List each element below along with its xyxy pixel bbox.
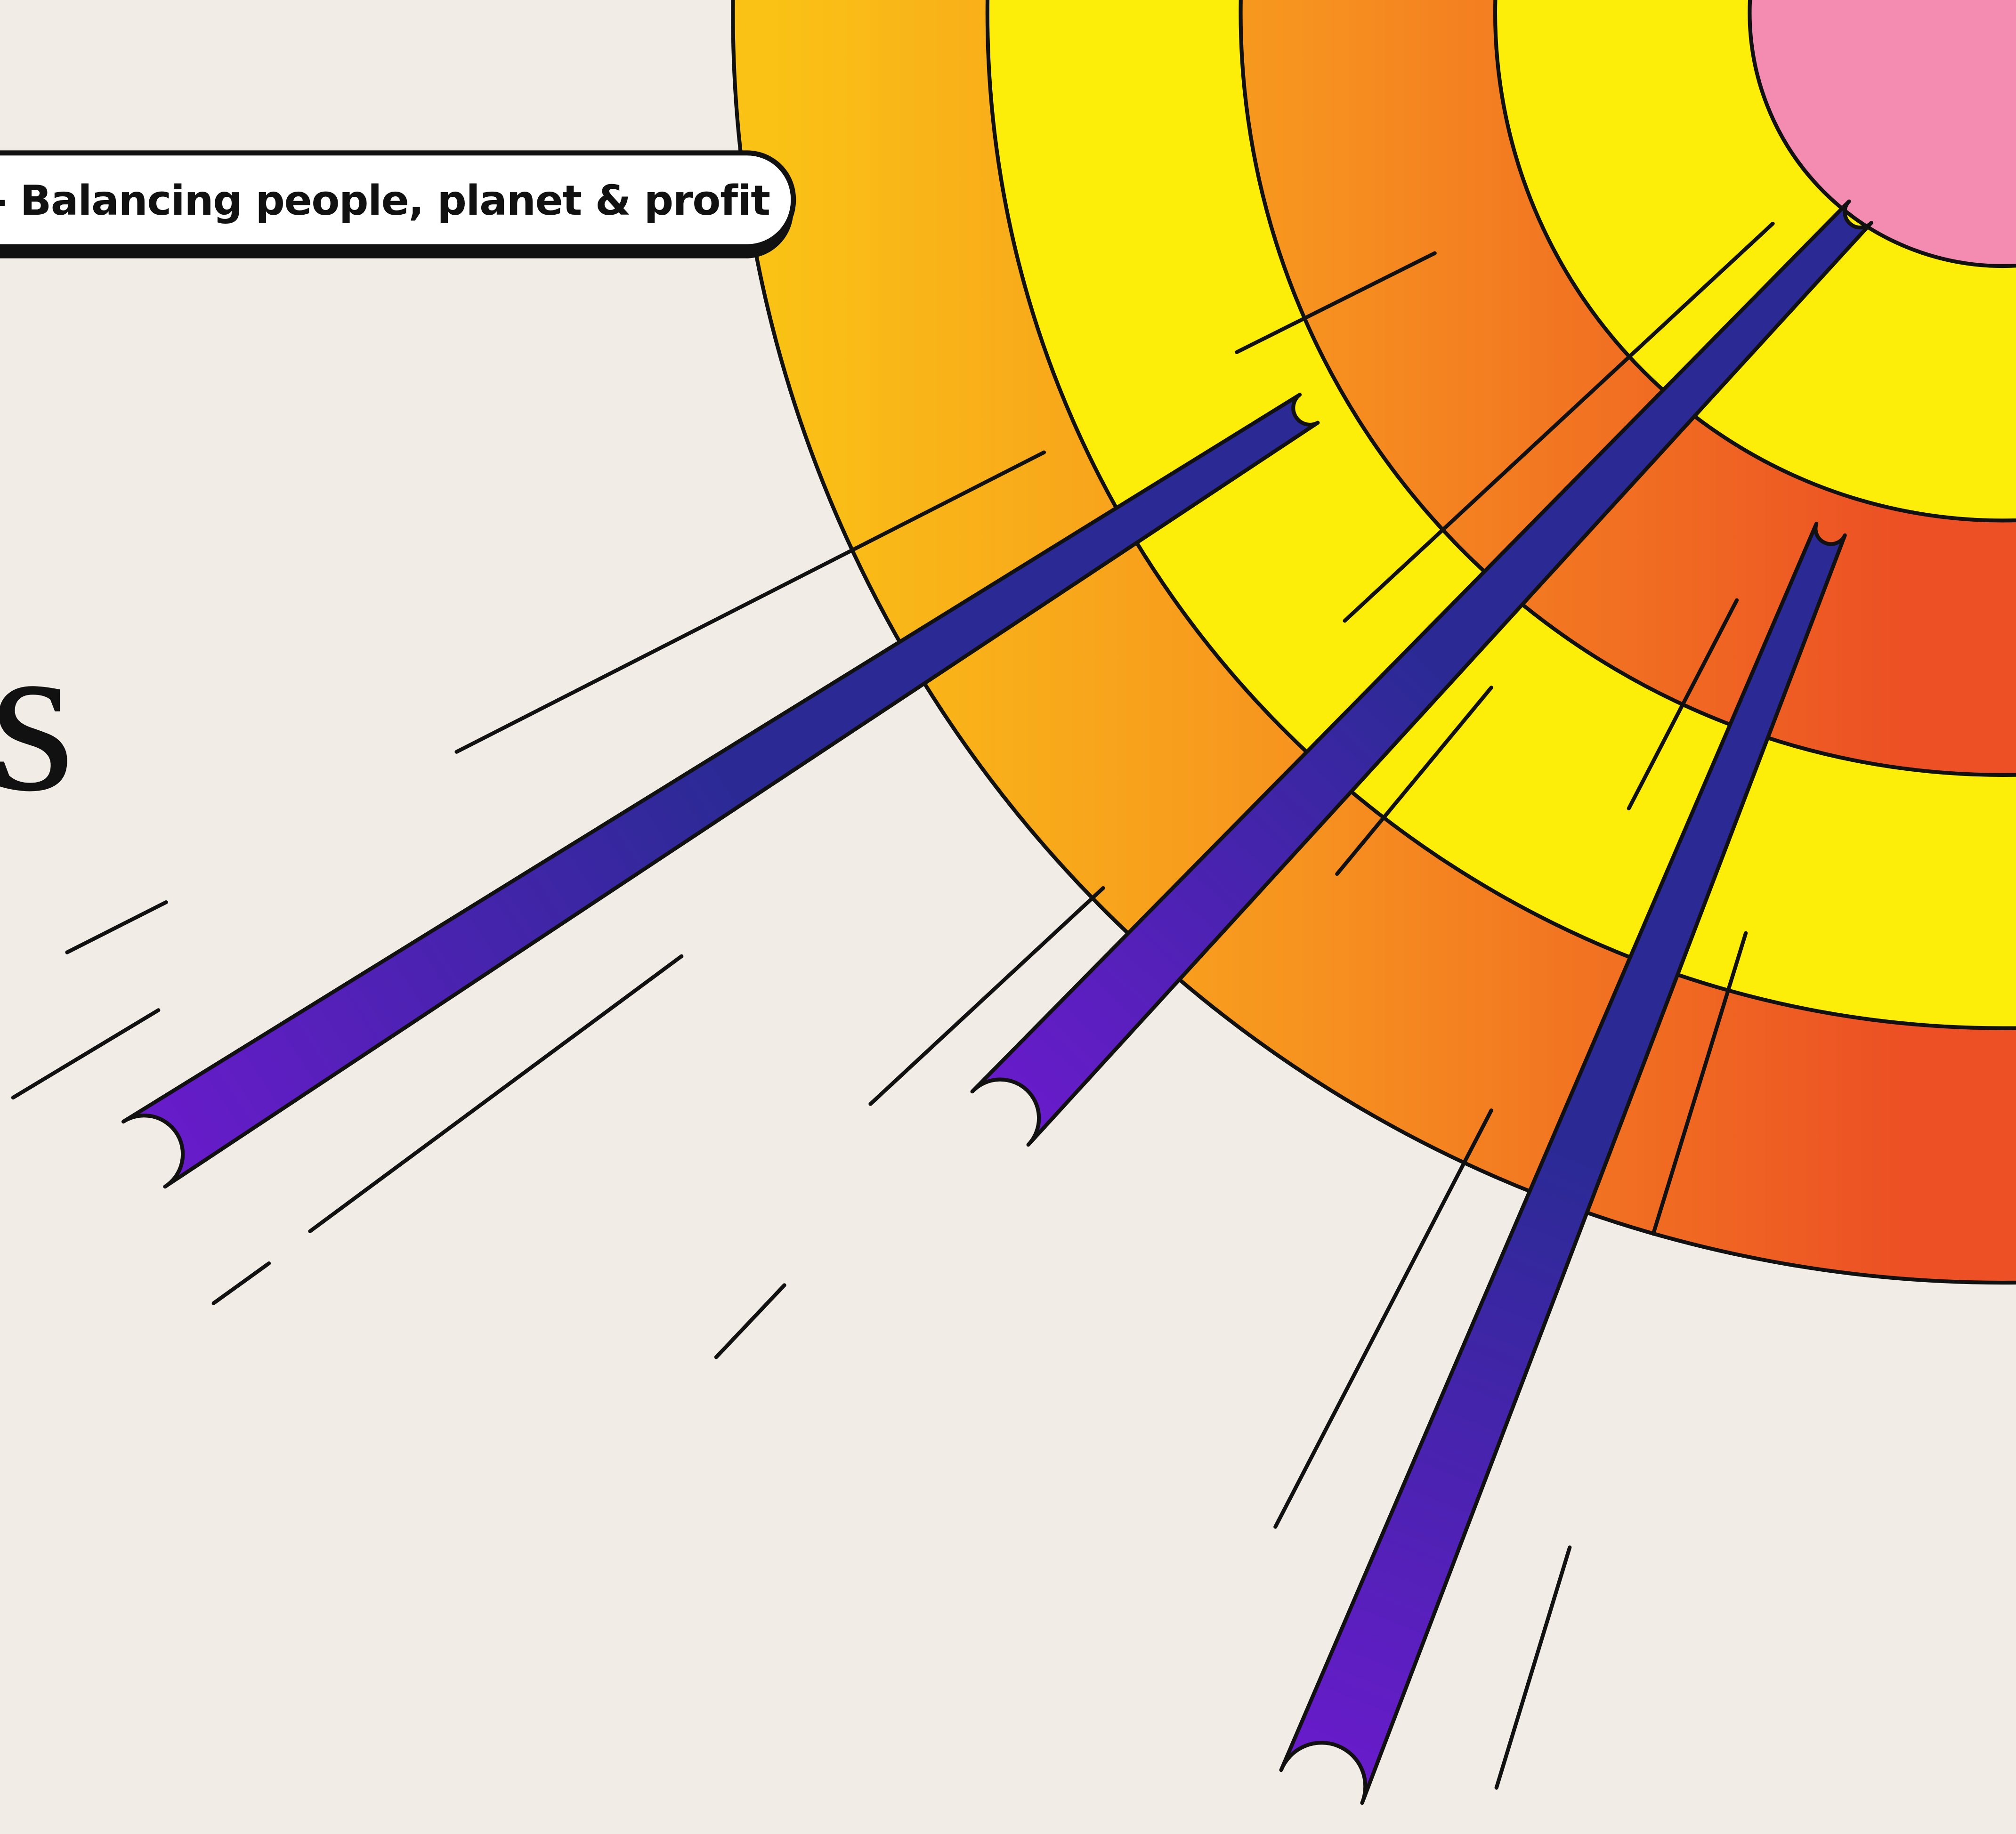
hero-illustration: - Balancing people, planet & profit s: [0, 0, 2016, 1834]
heading-fragment: s: [0, 595, 75, 837]
pill-text: - Balancing people, planet & profit: [0, 177, 770, 225]
page: - Balancing people, planet & profit s ((…: [0, 0, 2016, 1834]
tagline-pill: - Balancing people, planet & profit: [0, 153, 793, 259]
